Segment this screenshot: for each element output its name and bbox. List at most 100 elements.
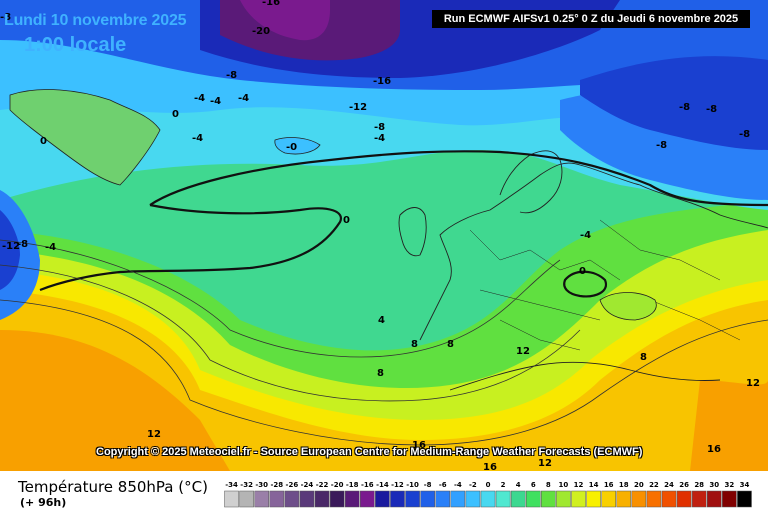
map-label: -4	[374, 133, 385, 144]
legend-value-label: 8	[546, 481, 551, 489]
map-label: 8	[377, 368, 384, 379]
map-label: 16	[483, 462, 497, 471]
map-label: -12	[2, 241, 20, 252]
map-label: 0	[343, 215, 350, 226]
isotherm-zero	[39, 150, 768, 292]
variable-name: Température 850hPa (°C)	[18, 478, 208, 496]
legend-swatch	[480, 490, 496, 508]
forecast-local-time: 1:00 locale	[24, 34, 127, 56]
isotherm-4	[0, 239, 561, 358]
black-sea	[599, 292, 657, 321]
run-info-banner: Run ECMWF AIFSv1 0.25° 0 Z du Jeudi 6 no…	[432, 10, 750, 28]
legend-value-label: 32	[724, 481, 734, 489]
map-label: 0	[579, 266, 586, 277]
greenland-land	[9, 89, 161, 186]
map-label: 0	[172, 109, 179, 120]
map-label: -8	[226, 70, 237, 81]
map-label: -8	[706, 104, 717, 115]
map-label: -8	[679, 102, 690, 113]
map-label: -4	[45, 242, 56, 253]
legend-swatch	[586, 490, 601, 508]
legend-value-label: 4	[516, 481, 521, 489]
legend-value-label: 22	[649, 481, 659, 489]
map-label: -12	[349, 102, 367, 113]
legend-swatch	[706, 490, 722, 508]
legend-swatch	[375, 490, 390, 508]
legend-swatch	[556, 490, 571, 508]
legend-value-label: -24	[301, 481, 314, 489]
legend-value-label: 28	[694, 481, 704, 489]
mediterranean-coastline	[449, 361, 721, 391]
map-label: -4	[194, 93, 205, 104]
legend-value-label: -6	[439, 481, 447, 489]
map-label: -4	[192, 133, 203, 144]
legend-swatch	[390, 490, 405, 508]
legend-value-label: 16	[604, 481, 614, 489]
legend-value-label: -20	[331, 481, 344, 489]
legend-swatch	[525, 490, 541, 508]
legend-value-label: 6	[531, 481, 536, 489]
isotherm-zero-caspian	[563, 270, 608, 298]
map-label: 12	[746, 378, 760, 389]
map-label: 12	[516, 346, 530, 357]
legend-swatch	[495, 490, 511, 508]
temp-field-orange-east	[690, 380, 768, 471]
map-label: -4	[580, 230, 591, 241]
europe-coastline	[419, 162, 768, 341]
country-borders	[469, 219, 741, 351]
map-label: -16	[262, 0, 280, 8]
legend-swatch	[254, 490, 270, 508]
legend-value-label: -30	[255, 481, 268, 489]
legend-value-label: 34	[740, 481, 750, 489]
legend-value-label: 2	[501, 481, 506, 489]
legend-swatch	[224, 490, 239, 508]
map-label: -20	[252, 26, 270, 37]
temp-field-violet	[240, 0, 330, 41]
legend-swatch	[299, 490, 315, 508]
legend-swatch	[571, 490, 586, 508]
legend-swatch	[269, 490, 285, 508]
legend-swatch	[360, 490, 375, 508]
legend-swatch	[722, 490, 737, 508]
legend-swatch	[405, 490, 420, 508]
map-label: 8	[447, 339, 454, 350]
legend-swatch	[465, 490, 481, 508]
map-label: 8	[411, 339, 418, 350]
legend-value-label: -34	[225, 481, 238, 489]
legend-value-label: -4	[454, 481, 462, 489]
legend-swatch	[631, 490, 647, 508]
legend-swatch	[676, 490, 692, 508]
legend-value-label: -2	[469, 481, 477, 489]
legend-value-label: 10	[559, 481, 569, 489]
legend-swatch	[691, 490, 707, 508]
legend-value-label: -28	[270, 481, 283, 489]
legend-value-label: -14	[376, 481, 389, 489]
legend-value-label: 24	[664, 481, 674, 489]
map-label: -8	[374, 122, 385, 133]
isotherm-12	[0, 299, 768, 446]
legend-swatch	[435, 490, 451, 508]
legend-value-label: -8	[424, 481, 432, 489]
legend-swatch	[329, 490, 345, 508]
legend-swatch	[420, 490, 435, 508]
scandinavia-coastline	[499, 150, 563, 214]
iceland-land	[274, 137, 321, 155]
legend-value-label: 26	[679, 481, 689, 489]
legend-swatch	[601, 490, 616, 508]
legend-value-label: 18	[619, 481, 629, 489]
legend-swatch	[344, 490, 360, 508]
legend-value-label: 30	[709, 481, 719, 489]
map-label: 4	[378, 315, 385, 326]
legend-value-label: -16	[361, 481, 374, 489]
legend-swatch	[661, 490, 677, 508]
legend-value-label: 12	[574, 481, 584, 489]
legend-swatch	[616, 490, 632, 508]
map-label: -0	[286, 142, 297, 153]
legend-swatch	[737, 490, 752, 508]
map-label: -8	[17, 239, 28, 250]
map-label: 12	[147, 429, 161, 440]
legend-swatch	[284, 490, 300, 508]
isotherm-8	[0, 264, 581, 402]
temp-field-orange	[0, 330, 230, 471]
map-label: 12	[538, 458, 552, 469]
